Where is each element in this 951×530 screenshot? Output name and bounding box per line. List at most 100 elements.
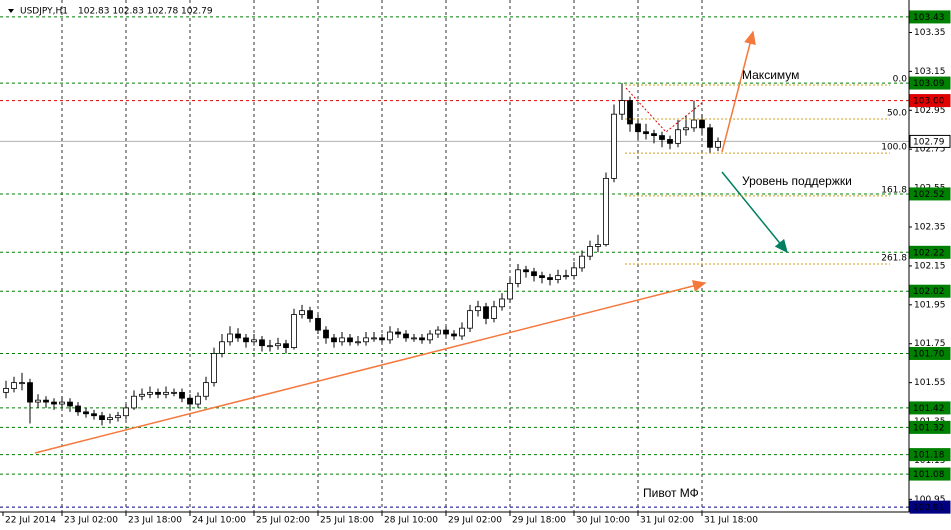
candle-body <box>675 129 681 144</box>
x-tick-label: 29 Jul 18:00 <box>512 516 566 526</box>
level-label: 102.79 <box>913 137 945 147</box>
x-tick-label: 30 Jul 10:00 <box>576 516 630 526</box>
level-label: 100.91 <box>913 503 945 513</box>
candle-body <box>171 391 177 394</box>
candle-body <box>339 337 345 343</box>
candle-body <box>603 177 609 245</box>
candle-body <box>259 339 265 347</box>
candle-body <box>379 337 385 341</box>
candle-body <box>275 343 281 347</box>
candle-body <box>499 298 505 308</box>
level-label: 102.22 <box>913 248 945 258</box>
fib-label: 261.8 <box>881 253 907 263</box>
candle-body <box>403 333 409 339</box>
x-tick-label: 23 Jul 02:00 <box>64 516 118 526</box>
trend-line <box>34 280 707 454</box>
candle-body <box>411 337 417 340</box>
candle-body <box>571 267 577 277</box>
candle-body <box>267 345 273 348</box>
x-tick-label: 29 Jul 02:00 <box>448 516 502 526</box>
x-tick-label: 22 Jul 2014 <box>5 516 56 526</box>
candle-body <box>443 329 449 335</box>
candle-body <box>155 391 161 395</box>
candle-body <box>435 329 441 335</box>
candle-body <box>163 391 169 395</box>
fibonacci: 0.0 50.0 100.0 161.8 261.8 <box>625 75 907 265</box>
candle-body <box>35 399 41 403</box>
candle-body <box>51 401 57 405</box>
annotation: Уровень поддержки <box>742 174 852 188</box>
quote: 102.83 102.83 102.78 102.79 <box>78 7 213 17</box>
candle-body <box>67 401 73 407</box>
annotation: Максимум <box>742 68 799 82</box>
candle-body <box>659 135 665 140</box>
candles <box>3 83 721 426</box>
candle-body <box>219 341 225 354</box>
x-tick-label: 25 Jul 18:00 <box>320 516 374 526</box>
level-label: 101.42 <box>913 404 945 414</box>
candle-body <box>691 119 697 129</box>
candle-body <box>355 341 361 344</box>
candle-body <box>699 119 705 129</box>
y-tick-label: 103.15 <box>914 67 946 77</box>
level-box <box>909 94 951 108</box>
candle-body <box>195 395 201 405</box>
candle-body <box>307 310 313 319</box>
drawings <box>34 30 788 454</box>
y-tick-label: 100.95 <box>914 495 946 505</box>
level-label: 102.52 <box>913 190 945 200</box>
level-box <box>909 448 951 462</box>
axes: 100.95101.15101.35101.55101.75101.95102.… <box>2 10 951 526</box>
candle-body <box>667 139 673 144</box>
candle-body <box>283 343 289 349</box>
candle-body <box>611 113 617 179</box>
level-box <box>909 134 951 148</box>
candle-body <box>315 318 321 331</box>
x-tick-label: 25 Jul 02:00 <box>256 516 310 526</box>
candle-body <box>387 331 393 341</box>
candle-body <box>227 333 233 343</box>
candle-body <box>331 337 337 343</box>
candle-body <box>363 337 369 343</box>
level-box <box>909 420 951 434</box>
candle-body <box>107 417 113 420</box>
candle-body <box>115 415 121 419</box>
levels <box>0 16 909 508</box>
arrow-up <box>721 30 756 153</box>
candle-body <box>235 333 241 339</box>
candle-body <box>587 246 593 257</box>
candle-body <box>59 401 65 405</box>
candle-body <box>531 271 537 277</box>
candle-body <box>203 382 209 397</box>
level-box <box>909 76 951 90</box>
candle-body <box>419 337 425 341</box>
candle-body <box>619 100 625 115</box>
fib-label: 50.0 <box>887 109 907 119</box>
level-box <box>909 401 951 415</box>
candle-body <box>707 127 713 148</box>
y-tick-label: 102.95 <box>914 106 946 116</box>
candle-body <box>83 411 89 415</box>
candle-body <box>507 283 513 300</box>
candle-body <box>187 397 193 405</box>
level-label: 103.00 <box>913 97 945 107</box>
y-tick-label: 103.35 <box>914 28 946 38</box>
candle-body <box>211 353 217 384</box>
candle-body <box>371 337 377 340</box>
candle-body <box>539 275 545 278</box>
y-tick-label: 101.75 <box>914 339 946 349</box>
level-box <box>909 467 951 481</box>
level-label: 101.32 <box>913 423 945 433</box>
candle-body <box>643 131 649 135</box>
x-tick-label: 31 Jul 02:00 <box>640 516 694 526</box>
candle-body <box>291 314 297 349</box>
y-tick-label: 102.15 <box>914 261 946 271</box>
candle-body <box>27 382 33 403</box>
candle-body <box>75 405 81 413</box>
candle-body <box>627 100 633 125</box>
x-tick-label: 24 Jul 10:00 <box>192 516 246 526</box>
level-label: 101.18 <box>913 451 945 461</box>
candle-body <box>683 127 689 131</box>
